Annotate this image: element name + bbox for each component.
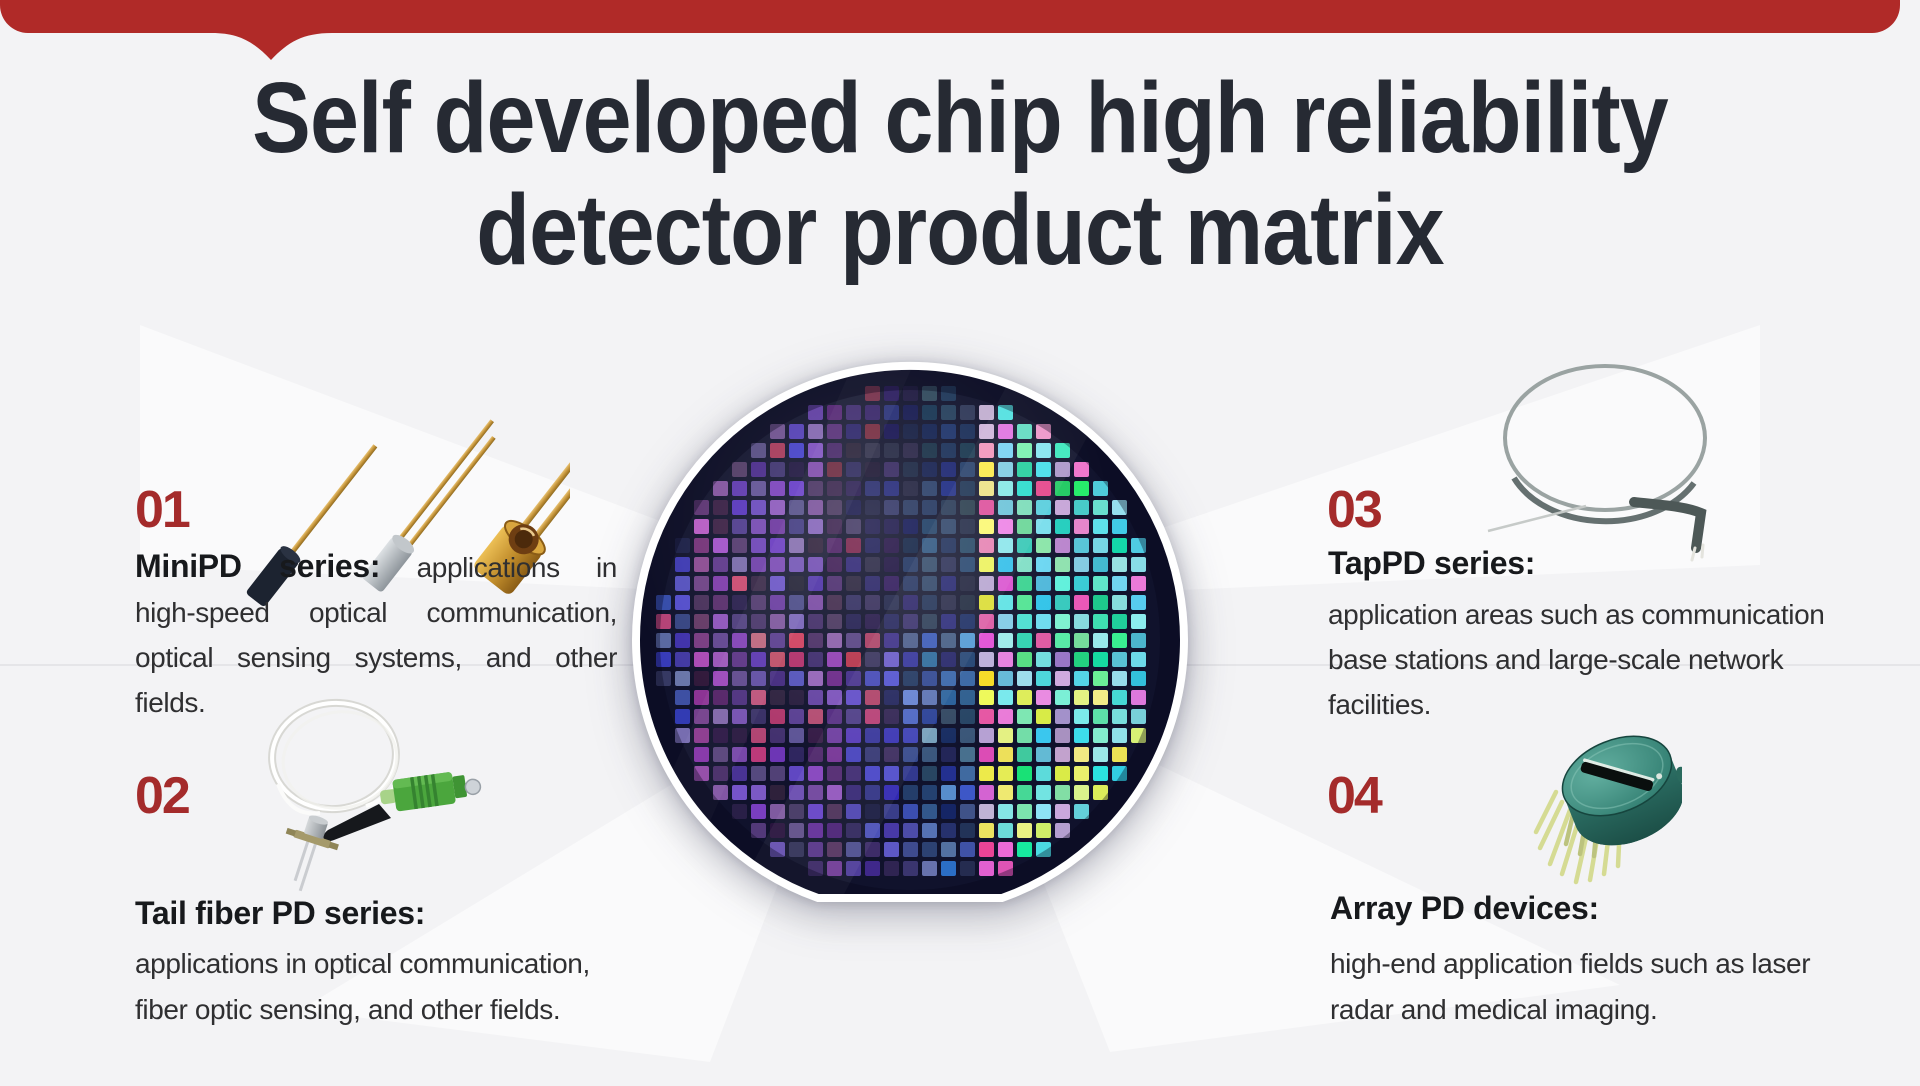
to-can-with-pins <box>285 815 339 892</box>
pigtail-product-photo <box>268 698 482 892</box>
photodiode-gold-can <box>474 374 570 594</box>
minipd-product-photo <box>246 374 570 607</box>
paragraph-text: applications in <box>416 552 618 583</box>
section-text-array-pd: high-end application fields such as lase… <box>1330 941 1811 1033</box>
page-title: Self developed chip high reliability det… <box>115 62 1805 286</box>
paragraph-line: application areas such as communication <box>1328 599 1825 630</box>
arraypd-product-photo <box>1533 735 1682 885</box>
photodiode-silver-cap <box>362 419 496 592</box>
sc-apc-connector <box>380 772 482 812</box>
section-heading-array-pd: Array PD devices: <box>1330 890 1599 926</box>
paragraph-line: base stations and large-scale network <box>1328 644 1784 675</box>
red-ribbon-banner <box>0 0 1900 60</box>
section-text-tail-fiber: applications in optical communication, f… <box>135 941 590 1033</box>
paragraph-line: fields. <box>135 687 206 718</box>
paragraph-line: MiniPD series: applications in <box>135 544 617 590</box>
page-title-line1: Self developed chip high reliability <box>252 62 1669 174</box>
paragraph-line: facilities. <box>1328 689 1431 720</box>
section-text-tappd: application areas such as communication … <box>1328 592 1825 727</box>
section-text-minipd: MiniPD series: applications in high-spee… <box>135 544 617 725</box>
paragraph-line: high-speed optical communication, <box>135 597 617 628</box>
paragraph-line: high-end application fields such as lase… <box>1330 948 1811 979</box>
wafer-light-streaks <box>636 365 1184 899</box>
wafer-image <box>632 361 1188 902</box>
section-heading-tappd: TapPD series: <box>1328 545 1536 581</box>
paragraph-line: applications in optical communication, <box>135 948 590 979</box>
to8-can <box>1561 735 1682 846</box>
section-number-04: 04 <box>1327 767 1383 825</box>
section-number-03: 03 <box>1327 481 1383 539</box>
ribbon-shape <box>0 0 1900 60</box>
paragraph-line: fiber optic sensing, and other fields. <box>135 994 561 1025</box>
section-number-02: 02 <box>135 767 191 825</box>
photodiode-black-cap <box>246 444 378 607</box>
tapcoil-product-photo <box>1487 364 1707 562</box>
section-number-01: 01 <box>135 481 191 539</box>
section-heading-tail-fiber: Tail fiber PD series: <box>135 895 426 931</box>
paragraph-line: radar and medical imaging. <box>1330 994 1658 1025</box>
paragraph-line: optical sensing systems, and other <box>135 642 617 673</box>
section-heading-minipd: MiniPD series: <box>135 548 381 584</box>
slit-window <box>1580 758 1655 792</box>
page-title-line2: detector product matrix <box>476 174 1444 286</box>
wafer-white-ring <box>632 361 1188 902</box>
black-boot <box>323 804 391 842</box>
